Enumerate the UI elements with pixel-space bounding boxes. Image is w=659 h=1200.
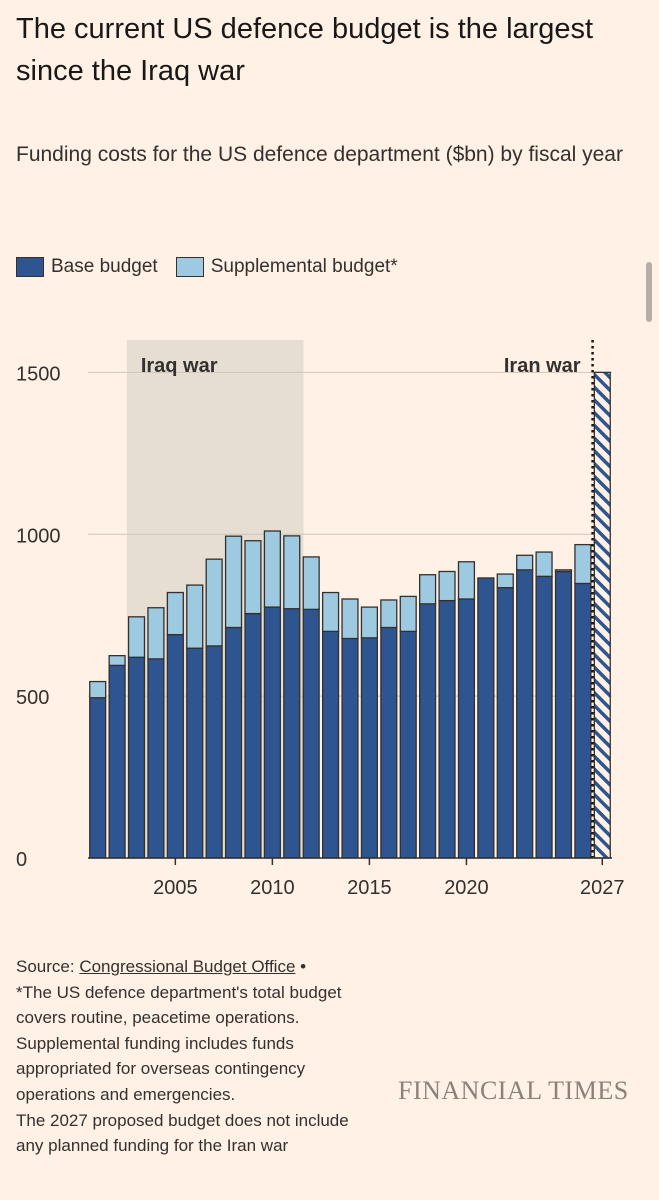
bar-base-2024 xyxy=(535,575,553,859)
x-tick-label-2015: 2015 xyxy=(347,877,392,899)
bar-supplemental-2016 xyxy=(380,599,398,629)
footnote: *The US defence department's total budge… xyxy=(16,982,342,1104)
bar-base-2023 xyxy=(516,569,534,859)
source-line: Source: Congressional Budget Office • xyxy=(16,954,356,980)
bar-supplemental-2015 xyxy=(360,606,379,639)
source-suffix: • xyxy=(295,957,307,976)
bar-supplemental-2017 xyxy=(399,595,417,633)
bar-base-2020 xyxy=(457,598,476,859)
legend-item-supplemental: Supplemental budget* xyxy=(175,256,398,278)
bar-base-2019 xyxy=(438,599,456,859)
y-tick-label-500: 500 xyxy=(16,687,49,709)
bar-supplemental-2022 xyxy=(496,573,514,589)
bar-supplemental-2019 xyxy=(438,570,456,602)
bar-supplemental-2026 xyxy=(574,543,592,585)
bar-base-2017 xyxy=(399,630,417,859)
legend-swatch-supplemental xyxy=(175,257,204,277)
bar-supplemental-2008 xyxy=(224,535,243,629)
source-link[interactable]: Congressional Budget Office xyxy=(79,957,296,976)
ft-logo: FINANCIAL TIMES xyxy=(398,1076,629,1105)
bar-base-2009 xyxy=(244,612,262,859)
bar-supplemental-2002 xyxy=(108,655,126,667)
legend-swatch-base xyxy=(16,257,44,277)
bar-base-2002 xyxy=(108,664,126,859)
y-tick-label-0: 0 xyxy=(16,849,27,871)
bar-base-2021 xyxy=(477,577,495,859)
bar-base-2014 xyxy=(341,637,359,859)
bar-supplemental-2009 xyxy=(244,540,262,615)
source-prefix: Source: xyxy=(16,957,80,976)
bar-proposed-2027 xyxy=(593,371,611,859)
bar-base-2003 xyxy=(127,656,146,859)
bar-supplemental-2013 xyxy=(321,591,340,633)
bar-supplemental-2025 xyxy=(554,569,573,573)
bar-supplemental-2001 xyxy=(89,680,107,699)
bar-supplemental-2004 xyxy=(147,607,165,660)
x-tick-label-2005: 2005 xyxy=(153,877,198,899)
scrollbar-thumb[interactable] xyxy=(646,262,652,322)
bar-supplemental-2012 xyxy=(302,556,320,611)
bar-supplemental-2010 xyxy=(263,530,281,608)
bar-base-2010 xyxy=(263,606,281,859)
bar-supplemental-2011 xyxy=(283,535,301,610)
footer: Source: Congressional Budget Office • *T… xyxy=(16,954,356,1159)
bar-base-2016 xyxy=(380,626,398,859)
legend-label-supplemental: Supplemental budget* xyxy=(210,256,398,277)
bar-base-2018 xyxy=(419,603,437,859)
bar-base-2013 xyxy=(321,630,340,859)
bar-base-2005 xyxy=(166,633,184,859)
x-tick-label-2020: 2020 xyxy=(444,877,489,899)
bar-base-2012 xyxy=(302,608,320,859)
iran-war-label: Iran war xyxy=(504,355,581,377)
bar-base-2008 xyxy=(224,626,243,859)
bar-base-2026 xyxy=(574,582,592,859)
legend: Base budget Supplemental budget* xyxy=(16,252,408,282)
legend-item-base: Base budget xyxy=(16,256,158,278)
bar-supplemental-2023 xyxy=(516,554,534,571)
bar-base-2011 xyxy=(283,608,301,859)
x-tick-label-2010: 2010 xyxy=(250,877,295,899)
bar-base-2022 xyxy=(496,587,514,859)
bar-chart: Iraq war Iran war 0 500 1000 1500 2005 2010 201… xyxy=(16,340,625,899)
bar-base-2004 xyxy=(147,658,165,859)
bar-supplemental-2006 xyxy=(186,584,204,649)
bar-base-2025 xyxy=(554,570,573,859)
bar-supplemental-2003 xyxy=(127,616,146,658)
bar-base-2001 xyxy=(89,697,107,859)
iraq-war-label: Iraq war xyxy=(141,355,218,377)
bar-base-2007 xyxy=(205,645,223,859)
chart-subtitle: Funding costs for the US defence departm… xyxy=(16,143,623,166)
bar-supplemental-2020 xyxy=(457,561,476,600)
bar-supplemental-2024 xyxy=(535,551,553,577)
x-tick-label-2027: 2027 xyxy=(580,877,625,899)
bar-supplemental-2018 xyxy=(419,574,437,605)
legend-label-base: Base budget xyxy=(51,256,158,277)
bar-base-2006 xyxy=(186,647,204,859)
bar-supplemental-2014 xyxy=(341,598,359,640)
bar-supplemental-2007 xyxy=(205,558,223,647)
footnote-2027: The 2027 proposed budget does not includ… xyxy=(16,1110,349,1156)
y-tick-label-1000: 1000 xyxy=(16,525,61,547)
bar-supplemental-2005 xyxy=(166,591,184,636)
bar-base-2015 xyxy=(360,637,379,859)
y-tick-label-1500: 1500 xyxy=(16,363,61,385)
chart-title: The current US defence budget is the lar… xyxy=(16,13,594,87)
